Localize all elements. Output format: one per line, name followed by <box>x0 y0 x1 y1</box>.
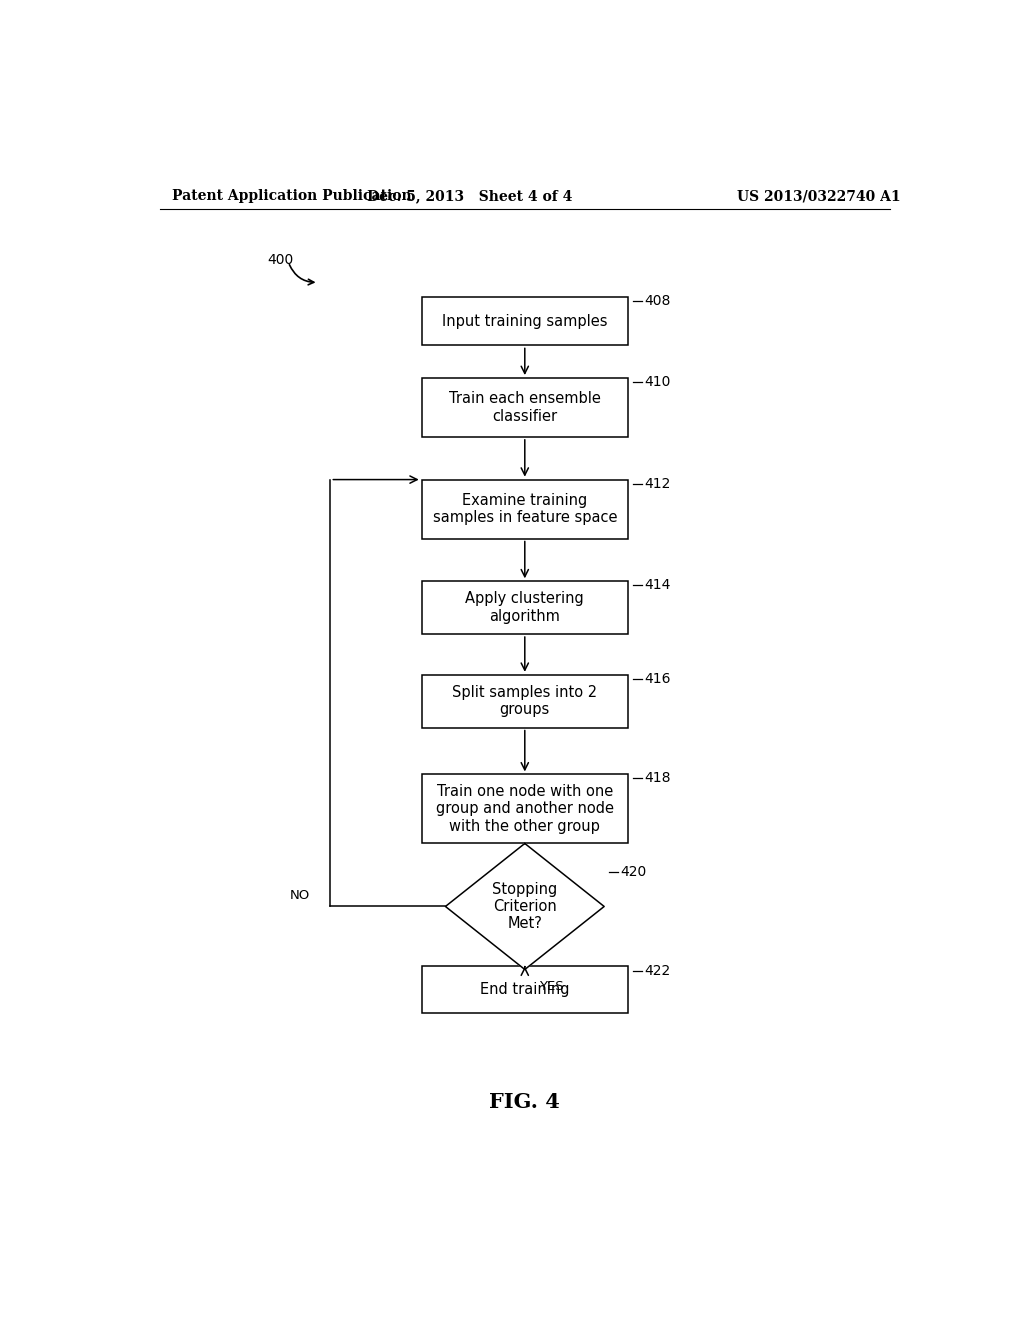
Text: Train each ensemble
classifier: Train each ensemble classifier <box>449 391 601 424</box>
Text: Examine training
samples in feature space: Examine training samples in feature spac… <box>432 492 617 525</box>
Text: Patent Application Publication: Patent Application Publication <box>172 189 412 203</box>
Text: 414: 414 <box>644 578 671 593</box>
Text: YES: YES <box>539 979 563 993</box>
Bar <box>422 297 628 346</box>
Polygon shape <box>445 843 604 969</box>
Text: Split samples into 2
groups: Split samples into 2 groups <box>453 685 597 717</box>
Text: NO: NO <box>290 890 310 903</box>
Bar <box>422 966 628 1014</box>
Text: Apply clustering
algorithm: Apply clustering algorithm <box>466 591 584 624</box>
Text: Dec. 5, 2013   Sheet 4 of 4: Dec. 5, 2013 Sheet 4 of 4 <box>367 189 572 203</box>
Text: 410: 410 <box>644 375 671 389</box>
Text: US 2013/0322740 A1: US 2013/0322740 A1 <box>736 189 900 203</box>
Text: Train one node with one
group and another node
with the other group: Train one node with one group and anothe… <box>436 784 613 834</box>
Bar <box>422 479 628 539</box>
Text: 400: 400 <box>267 253 293 267</box>
Bar <box>422 675 628 727</box>
Text: Stopping
Criterion
Met?: Stopping Criterion Met? <box>493 882 557 932</box>
Text: 412: 412 <box>644 477 671 491</box>
Text: 416: 416 <box>644 672 671 686</box>
Text: FIG. 4: FIG. 4 <box>489 1092 560 1111</box>
Bar <box>422 378 628 437</box>
Text: Input training samples: Input training samples <box>442 314 607 329</box>
Text: 422: 422 <box>644 964 670 978</box>
Bar <box>422 775 628 843</box>
Bar <box>422 581 628 634</box>
Text: 418: 418 <box>644 771 671 785</box>
Text: 408: 408 <box>644 293 671 308</box>
Text: End training: End training <box>480 982 569 998</box>
Text: 420: 420 <box>620 865 646 879</box>
